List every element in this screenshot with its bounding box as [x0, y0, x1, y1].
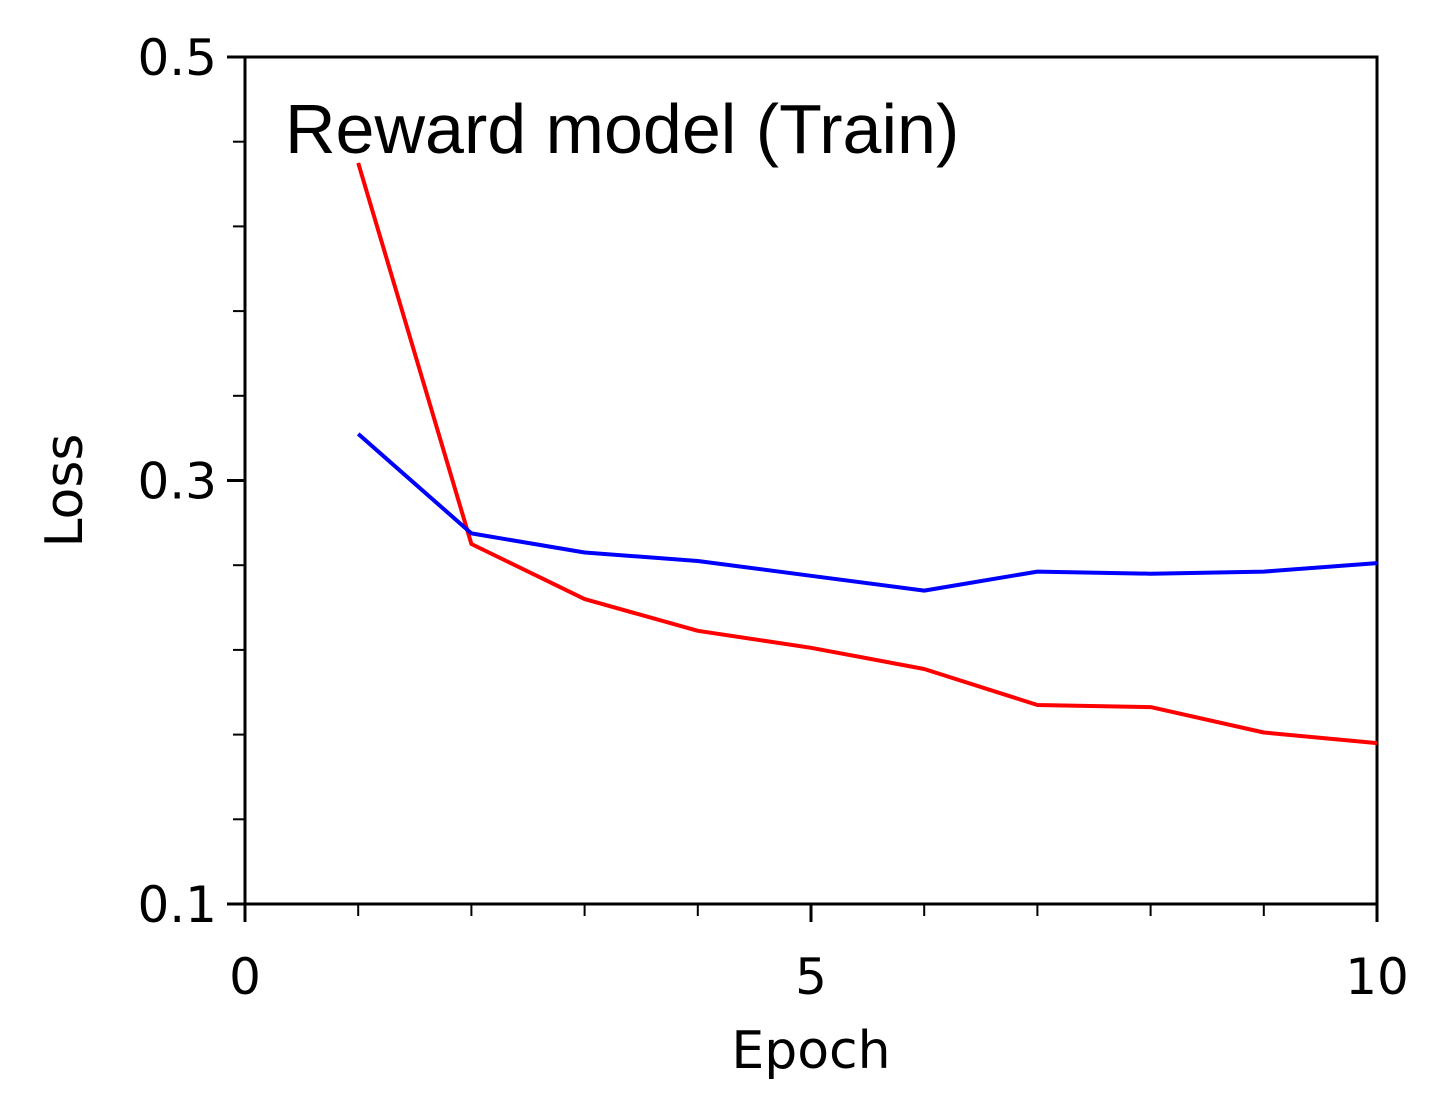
x-tick-label: 5 — [795, 948, 827, 1006]
plot-frame — [243, 55, 1379, 906]
chart-title: Reward model (Train) — [285, 90, 959, 168]
series-line-1 — [356, 162, 1378, 746]
y-tick-label: 0.5 — [137, 29, 217, 87]
y-tick-label: 0.1 — [137, 876, 217, 934]
x-axis-label: Epoch — [731, 1021, 890, 1081]
series-line-2 — [356, 432, 1378, 593]
x-tick-label: 10 — [1345, 948, 1409, 1006]
x-tick-label: 0 — [229, 948, 261, 1006]
y-axis-label: Loss — [35, 433, 95, 547]
y-tick-label: 0.3 — [137, 453, 217, 511]
